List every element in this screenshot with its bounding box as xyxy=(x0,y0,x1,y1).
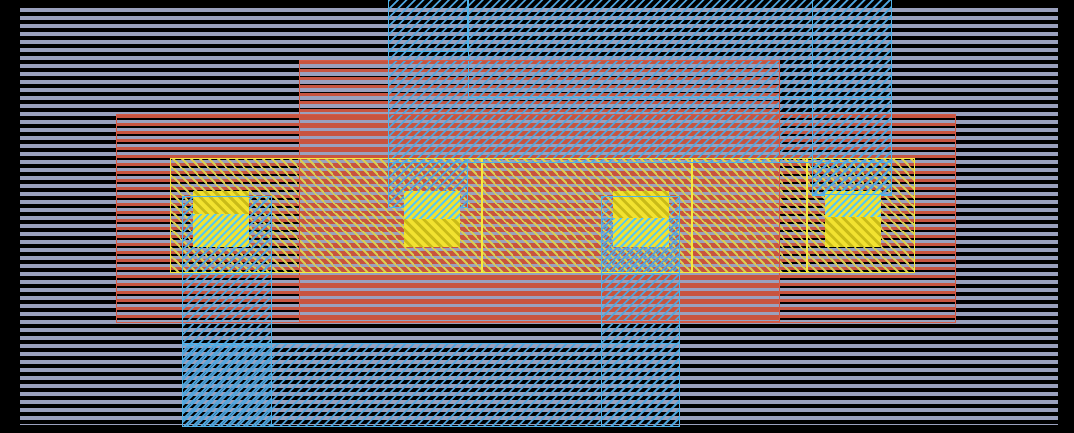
contact-metal-overlap-3 xyxy=(613,218,669,247)
contact-metal-overlap-4 xyxy=(825,191,881,217)
poly-seg-4-outline xyxy=(807,158,915,273)
metal1-bottom-bus-outline xyxy=(182,343,680,427)
nwell-upper-outline xyxy=(299,60,780,322)
layer-rect-poly-strip[interactable] xyxy=(170,158,915,273)
poly-seg-3-outline xyxy=(692,158,807,273)
poly-seg-1-outline xyxy=(170,158,482,273)
contact-metal-overlap-1 xyxy=(193,214,249,247)
metal1-top-bus-outline xyxy=(388,0,892,163)
nwell-main-outline xyxy=(116,114,956,323)
contact-metal-overlap-2 xyxy=(404,191,460,219)
